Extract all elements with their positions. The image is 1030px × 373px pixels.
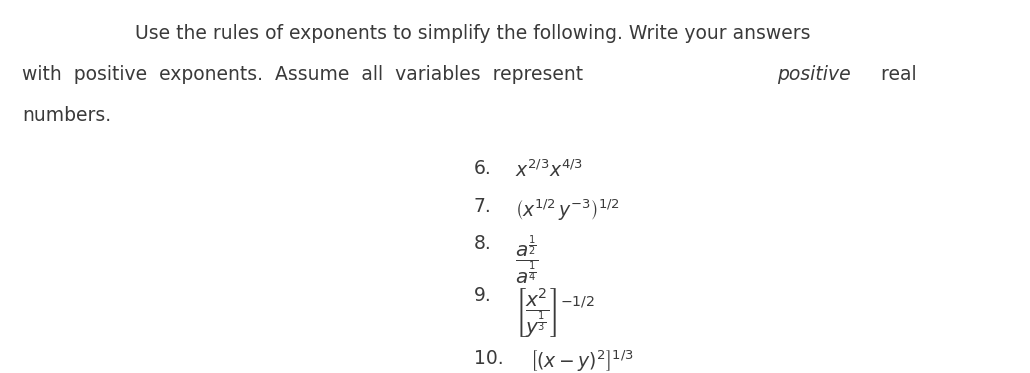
- Text: real: real: [869, 65, 917, 84]
- Text: $\dfrac{a^{\frac{1}{2}}}{a^{\frac{1}{4}}}$: $\dfrac{a^{\frac{1}{2}}}{a^{\frac{1}{4}}…: [515, 233, 539, 287]
- Text: 7.: 7.: [474, 197, 491, 216]
- Text: $x^{2/3}x^{4/3}$: $x^{2/3}x^{4/3}$: [515, 159, 583, 181]
- Text: 9.: 9.: [474, 286, 491, 305]
- Text: numbers.: numbers.: [22, 106, 111, 125]
- Text: with  positive  exponents.  Assume  all  variables  represent: with positive exponents. Assume all vari…: [22, 65, 595, 84]
- Text: $\left( x^{1/2}\, y^{-3} \right)^{1/2}$: $\left( x^{1/2}\, y^{-3} \right)^{1/2}$: [515, 197, 620, 223]
- Text: 8.: 8.: [474, 233, 491, 253]
- Text: positive: positive: [777, 65, 851, 84]
- Text: 10.: 10.: [474, 349, 504, 368]
- Text: $\left[ \dfrac{x^{2}}{y^{\frac{1}{3}}} \right]^{-1/2}$: $\left[ \dfrac{x^{2}}{y^{\frac{1}{3}}} \…: [515, 286, 594, 339]
- Text: Use the rules of exponents to simplify the following. Write your answers: Use the rules of exponents to simplify t…: [135, 23, 811, 43]
- Text: 6.: 6.: [474, 159, 491, 178]
- Text: $\left[ (x - y)^{2} \right]^{1/3}$: $\left[ (x - y)^{2} \right]^{1/3}$: [530, 349, 634, 373]
